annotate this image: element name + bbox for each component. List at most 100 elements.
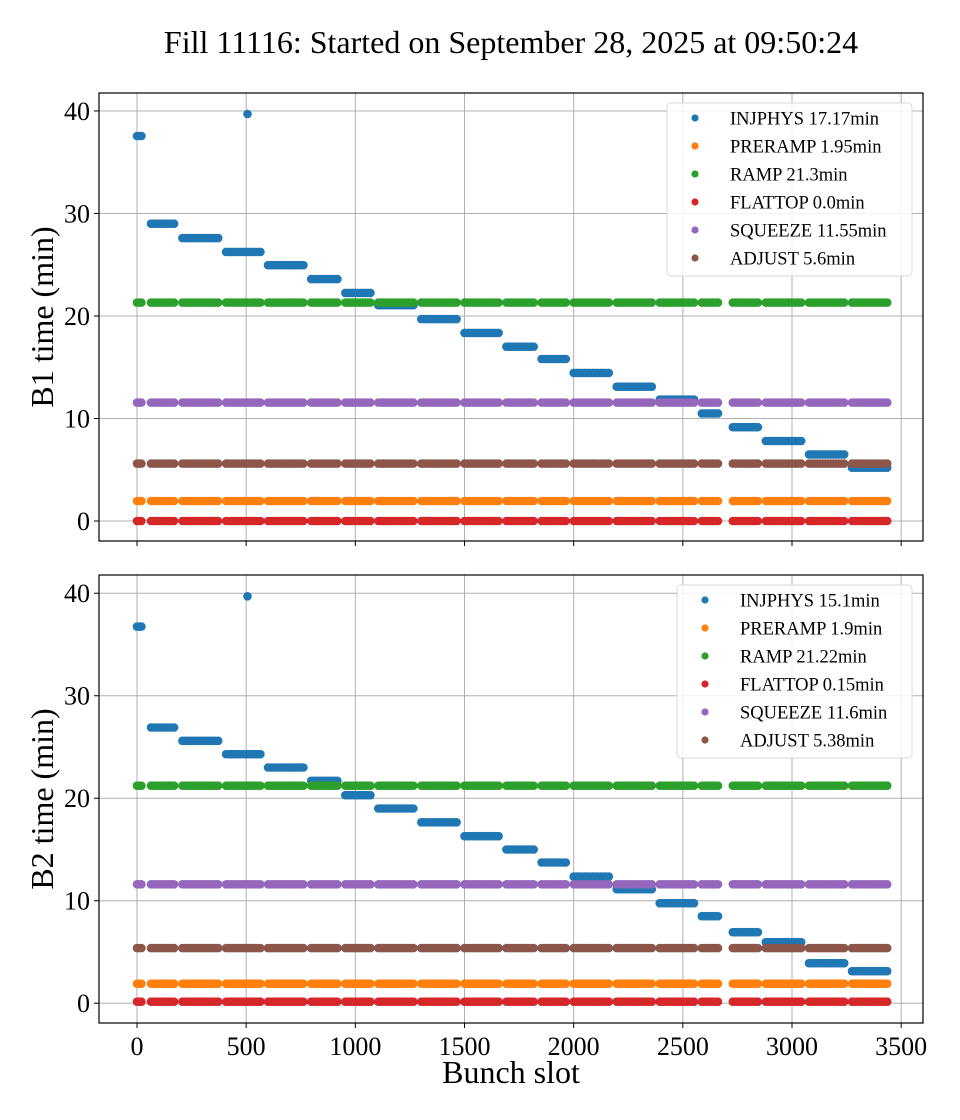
data-point [494,979,503,988]
data-point [366,943,375,953]
data-point [529,979,538,988]
legend-marker [691,226,699,234]
data-point [409,496,418,506]
data-point [839,516,849,526]
x-tick-label: 1000 [329,1032,381,1061]
data-point [689,898,699,908]
data-point [452,997,461,1006]
data-point [494,831,503,841]
data-point [494,496,503,506]
data-point [169,516,179,526]
data-point [839,298,849,307]
data-point [333,516,342,526]
ylabel-b2: B2 time (min) [24,708,60,889]
data-point [753,398,763,407]
data-point [839,496,849,506]
data-point [213,496,223,506]
data-point [561,781,571,790]
data-point [882,516,892,526]
data-point [366,781,375,790]
data-point [452,398,461,407]
data-point [299,459,308,468]
ticks: 0 500 1000 1500 2000 2500 3000 3500 0 10 20 30 40 [64,579,927,1061]
data-point [409,298,418,307]
ylabel-b1: B1 time (min) [24,226,60,407]
chart-title: Fill 11116: Started on September 28, 202… [164,24,858,60]
data-point [561,354,571,364]
data-point [604,298,614,307]
data-point [366,298,375,307]
data-point [796,459,806,468]
data-point [169,398,179,407]
data-point [366,997,375,1006]
data-point [882,398,892,407]
data-point [839,997,849,1006]
data-point [713,459,723,468]
y-tick-label: 10 [64,404,90,433]
data-point [256,943,265,953]
axes-frame [98,574,924,1024]
series-adjust [132,943,892,953]
y-tick-label: 40 [64,97,90,126]
data-point [561,298,571,307]
data-point [213,516,223,526]
data-point [409,880,418,889]
legend: INJPHYS 15.1min PRERAMP 1.9min RAMP 21.22m… [676,584,913,759]
series-preramp [132,979,892,988]
data-point [494,943,503,953]
data-point [409,516,418,526]
legend-marker [701,652,709,660]
data-point [529,845,538,854]
data-point [256,398,265,407]
data-point [256,516,265,526]
data-point [213,298,223,307]
data-point [796,298,806,307]
data-point [256,781,265,790]
legend-label: SQUEEZE 11.55min [730,222,887,242]
data-point [213,233,223,243]
xlabel: Bunch slot [442,1054,580,1090]
data-point [796,516,806,526]
data-point [713,880,723,889]
data-point [213,398,223,407]
data-point [452,781,461,790]
legend-marker [691,114,699,122]
ticks: 0 10 20 30 40 [64,97,902,546]
data-point [689,398,699,407]
data-point [561,943,571,953]
data-point [796,880,806,889]
data-point [647,516,657,526]
data-point [529,516,538,526]
data-point [689,943,699,953]
data-point [256,979,265,988]
series-ramp [132,781,892,790]
data-point [137,622,146,631]
data-point [604,459,614,468]
data-point [713,496,723,506]
data-point [604,997,614,1006]
series-squeeze [132,398,892,407]
y-tick-label: 10 [64,887,90,916]
data-point [494,516,503,526]
y-tick-label: 20 [64,302,90,331]
legend-item: ADJUST 5.38min [701,732,874,752]
data-point [689,880,699,889]
data-point [333,781,342,790]
data-point [213,459,223,468]
data-point [366,496,375,506]
data-point [169,723,179,732]
data-point [647,781,657,790]
panel-b1: 0 10 20 30 40 INJPHYS 17.17min PRERAMP 1.95min… [64,92,924,546]
axes-frame [98,92,924,542]
legend-marker [701,736,709,744]
legend-label: SQUEEZE 11.6min [740,704,887,724]
data-point [137,943,146,953]
data-point [169,979,179,988]
legend-label: FLATTOP 0.15min [740,676,884,696]
data-point [882,880,892,889]
data-point [256,749,265,759]
x-tick-label: 2000 [548,1032,600,1061]
data-point [213,943,223,953]
x-tick-label: 2500 [657,1032,709,1061]
y-tick-label: 0 [77,507,90,536]
